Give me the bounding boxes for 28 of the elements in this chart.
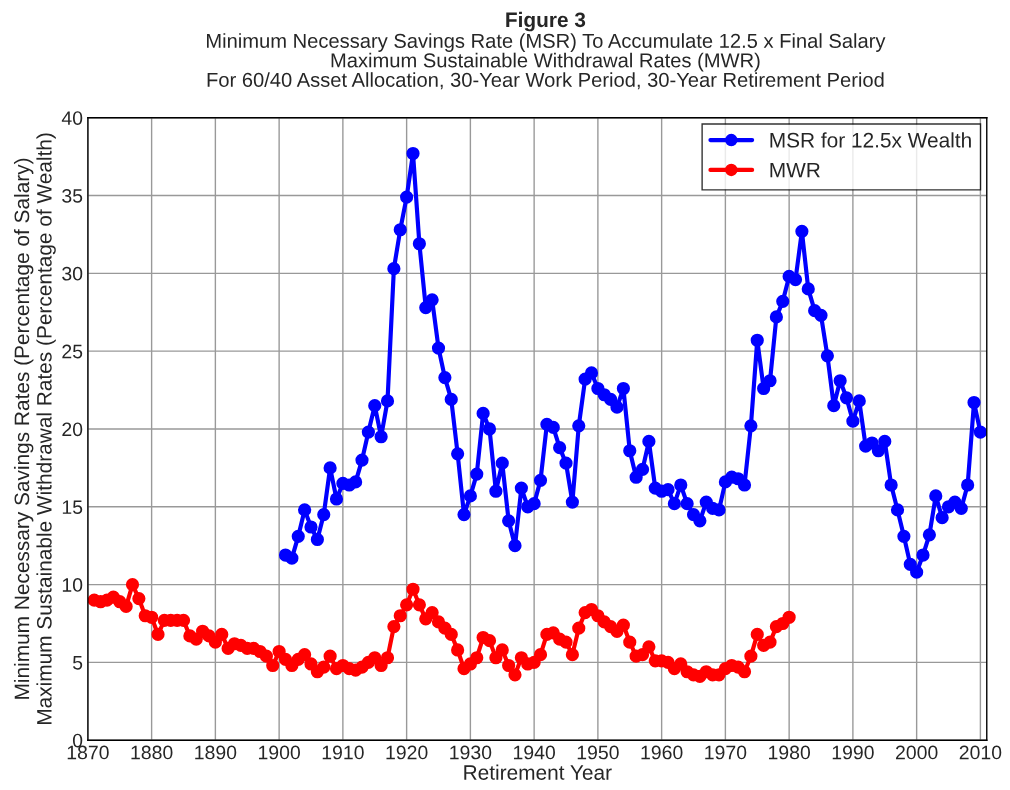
x-tick-label: 1950 [577, 745, 619, 760]
x-tick-label: 1880 [131, 745, 173, 760]
x-axis-title: Retirement Year [464, 764, 612, 780]
y-tick-label: 5 [72, 656, 83, 670]
y-axis-title: Minimum Necessary Savings Rates (Percentage of Salary) Maximum Sustainable Withdrawal Rates (Percentage of Wealth) [13, 133, 56, 725]
y-tick-label: 35 [62, 188, 83, 203]
y-tick-label: 30 [62, 266, 83, 281]
x-tick-label: 1970 [705, 745, 747, 760]
x-tick-label: 1960 [641, 745, 683, 760]
legend-label: MSR for 12.5x Wealth [770, 132, 971, 148]
legend-label: MWR [770, 162, 820, 178]
y-tick-label: 20 [62, 422, 83, 437]
x-tick-label: 1980 [769, 745, 811, 760]
x-tick-label: 1910 [322, 745, 364, 760]
x-tick-label: 1990 [832, 745, 874, 760]
x-tick-label: 1930 [450, 745, 492, 760]
y-tick-label: 25 [62, 344, 83, 359]
x-tick-label: 2010 [959, 745, 1002, 760]
y-tick-label: 10 [62, 578, 83, 592]
chart-title: Figure 3 [506, 11, 586, 32]
x-tick-label: 1940 [513, 745, 555, 760]
x-tick-label: 2000 [896, 745, 938, 760]
chart-subtitle: Minimum Necessary Savings Rate (MSR) To Accumulate 12.5 x Final Salary Maximum Sustainable Withdrawal Rates (MWR) For 60/40 Asset Allocation, 30-Year Work Period, 30-Year Retirement Period [207, 33, 886, 90]
x-tick-label: 1920 [386, 745, 428, 760]
x-tick-label: 1890 [195, 745, 237, 760]
y-tick-label: 40 [61, 111, 83, 125]
y-tick-label: 15 [62, 500, 83, 515]
x-tick-label: 1900 [258, 745, 300, 760]
